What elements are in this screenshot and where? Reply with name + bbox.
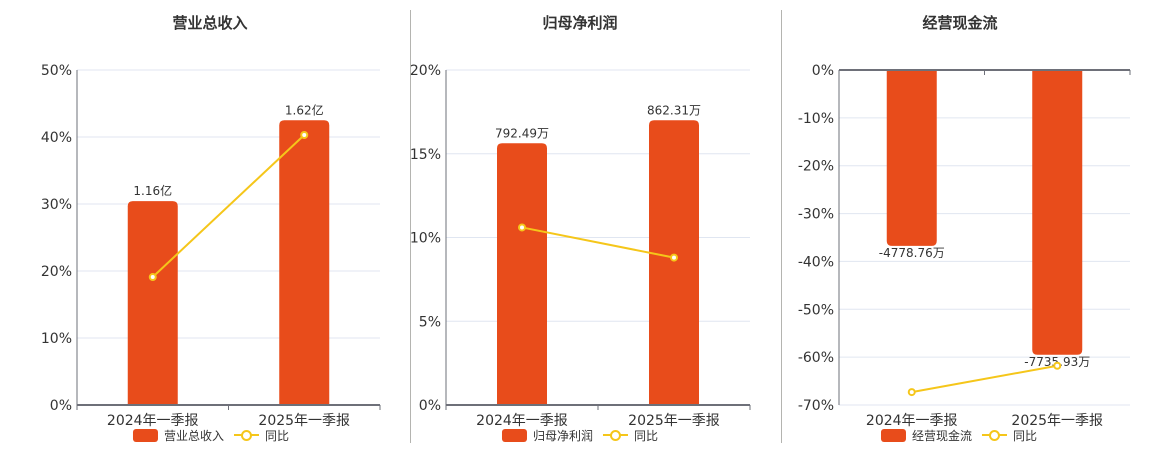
- chart-title-operating-cash-flow: 经营现金流: [922, 14, 998, 32]
- legend-line-label[interactable]: 同比: [634, 428, 659, 443]
- line-series-swatch-icon[interactable]: [234, 428, 259, 442]
- legend-revenue: 营业总收入 同比: [132, 428, 290, 443]
- x-category-label: 2025年一季报: [1011, 413, 1103, 429]
- legend-line-label[interactable]: 同比: [265, 428, 290, 443]
- bar[interactable]: [886, 70, 937, 246]
- y-tick-label: 20%: [410, 63, 441, 79]
- yoy-point[interactable]: [148, 273, 157, 282]
- yoy-point[interactable]: [1053, 361, 1062, 370]
- y-tick-label: 0%: [50, 398, 72, 414]
- y-tick-label: 50%: [41, 63, 72, 79]
- yoy-point[interactable]: [670, 253, 678, 262]
- bar[interactable]: [127, 201, 178, 405]
- bar[interactable]: [497, 143, 547, 406]
- y-tick-label: -40%: [798, 254, 834, 270]
- legend-bar-label[interactable]: 经营现金流: [911, 428, 972, 443]
- bar-series-swatch-icon[interactable]: [132, 428, 158, 442]
- y-tick-label: -30%: [798, 207, 834, 223]
- y-tick-label: 0%: [419, 398, 441, 414]
- y-tick-label: -10%: [798, 111, 834, 127]
- y-tick-label: 30%: [41, 197, 72, 213]
- bar-value-label: -4778.76万: [879, 246, 945, 260]
- y-tick-label: 15%: [410, 147, 441, 163]
- y-tick-label: 40%: [41, 130, 72, 146]
- x-category-label: 2024年一季报: [476, 413, 568, 429]
- x-category-label: 2025年一季报: [628, 413, 720, 429]
- x-category-label: 2024年一季报: [107, 413, 199, 429]
- chart-panel-revenue: 0% 10% 20% 30% 40% 50% 1.16亿 1.62亿 2024年一季报 2025年…: [41, 63, 381, 429]
- x-category-label: 2024年一季报: [866, 413, 958, 429]
- bar-value-label: 862.31万: [647, 103, 701, 117]
- y-tick-label: 5%: [419, 314, 441, 330]
- legend-net-profit: 归母净利润 同比: [501, 428, 659, 443]
- line-series-swatch-icon[interactable]: [982, 428, 1007, 442]
- legend-line-label[interactable]: 同比: [1013, 428, 1038, 443]
- bar-value-label: 792.49万: [495, 126, 549, 140]
- bar-value-label: -7735.93万: [1024, 355, 1090, 369]
- yoy-point[interactable]: [518, 223, 526, 232]
- line-series-swatch-icon[interactable]: [603, 428, 628, 442]
- chart-panel-net-profit: 0% 5% 10% 15% 20% 792.49万 862.31万 2024年一季报 2025年…: [410, 63, 751, 429]
- yoy-point[interactable]: [300, 130, 309, 139]
- yoy-line[interactable]: [911, 364, 1058, 394]
- yoy-point[interactable]: [907, 388, 916, 397]
- chart-title-revenue: 营业总收入: [172, 14, 248, 32]
- y-tick-label: -70%: [798, 398, 834, 414]
- legend-bar-label[interactable]: 营业总收入: [163, 428, 224, 443]
- x-category-label: 2025年一季报: [258, 413, 350, 429]
- panel-divider: [781, 10, 782, 443]
- y-tick-label: -20%: [798, 159, 834, 175]
- y-tick-label: 10%: [410, 231, 441, 247]
- y-tick-label: -60%: [798, 350, 834, 366]
- y-tick-label: 0%: [812, 63, 834, 79]
- bar-series-swatch-icon[interactable]: [501, 428, 527, 442]
- y-tick-label: -50%: [798, 302, 834, 318]
- chart-title-net-profit: 归母净利润: [542, 14, 618, 32]
- bar-value-label: 1.62亿: [285, 102, 324, 117]
- chart-panel-operating-cash-flow: 0% -10% -20% -30% -40% -50% -60% -70% -4778.76万 -…: [798, 63, 1131, 429]
- bar[interactable]: [649, 120, 699, 405]
- yoy-line[interactable]: [152, 134, 305, 278]
- legend-bar-label[interactable]: 归母净利润: [532, 428, 593, 443]
- bar[interactable]: [1032, 70, 1083, 355]
- panel-divider: [410, 10, 411, 443]
- bar[interactable]: [279, 120, 330, 405]
- y-tick-label: 20%: [41, 264, 72, 280]
- legend-operating-cash-flow: 经营现金流 同比: [880, 428, 1038, 443]
- bar-series-swatch-icon[interactable]: [880, 428, 906, 442]
- y-tick-label: 10%: [41, 331, 72, 347]
- bar-value-label: 1.16亿: [133, 183, 172, 198]
- yoy-line[interactable]: [521, 226, 675, 259]
